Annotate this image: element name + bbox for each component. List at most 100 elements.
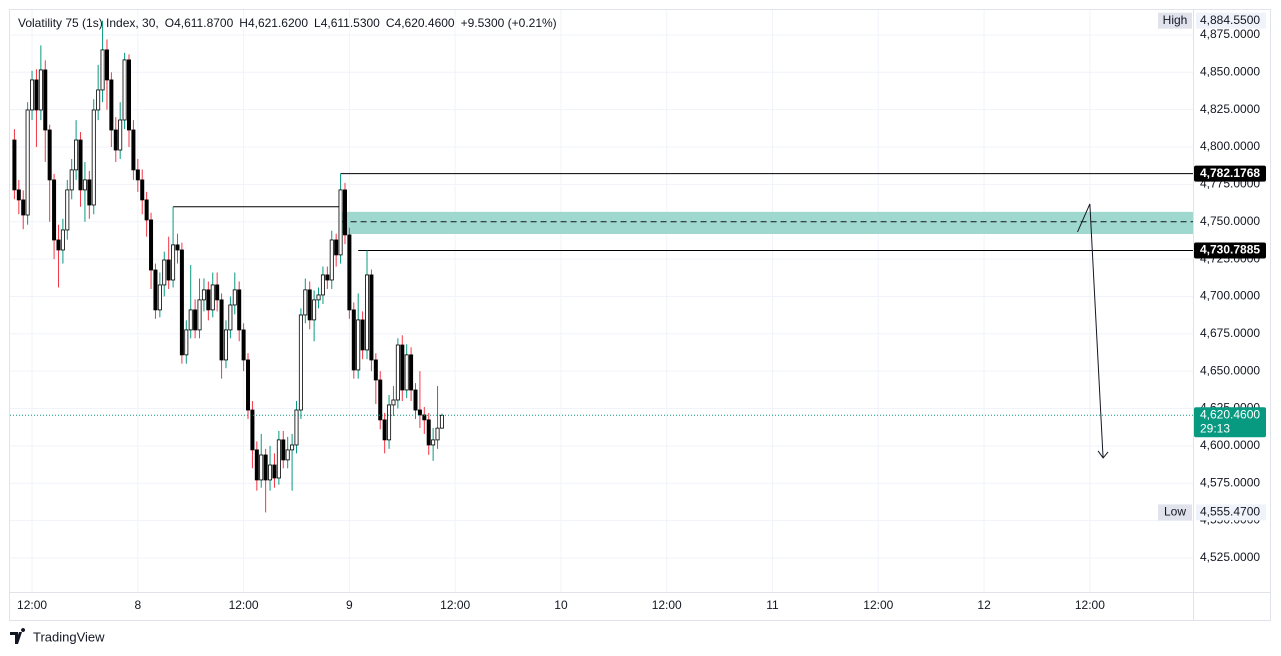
candle-body [12, 139, 17, 191]
candle-body [360, 319, 365, 351]
candle-body [219, 299, 224, 361]
tag-text: 4,782.1768 [1200, 166, 1260, 180]
candle-body [426, 419, 431, 446]
tag-box [1194, 165, 1266, 182]
candle-body [122, 59, 127, 121]
candle-body [347, 234, 352, 311]
candle-body [241, 329, 246, 361]
y-tick-label: 4,825.0000 [1200, 102, 1260, 116]
tag-box [1196, 12, 1266, 29]
x-tick-label: 12 [977, 598, 991, 612]
tag-label: High [1163, 13, 1188, 27]
candle-body [91, 109, 96, 206]
ohlc-prefix: O [165, 16, 174, 30]
candle-body [140, 179, 145, 201]
candle-body [47, 129, 52, 181]
ohlc-value: 4,611.5300 [321, 16, 380, 30]
candle-body [334, 239, 339, 256]
logo [10, 628, 26, 644]
tag-label-box [1158, 504, 1192, 521]
candle-body [338, 189, 343, 256]
candle-body [118, 119, 123, 151]
candle-body [312, 299, 317, 321]
candle-body [210, 284, 215, 311]
candle-body [179, 249, 184, 356]
candle-body [387, 404, 392, 441]
candle-body [109, 79, 114, 131]
candle-body [21, 199, 26, 216]
candle-body [369, 274, 374, 361]
y-tick-label: 4,800.0000 [1200, 139, 1260, 153]
candle-body [320, 274, 325, 296]
candle-body [404, 354, 409, 391]
y-tick-label: 4,875.0000 [1200, 27, 1260, 41]
x-tick-label: 10 [554, 598, 568, 612]
y-tick-label: 4,525.0000 [1200, 550, 1260, 564]
candle-body [307, 289, 312, 321]
candle-body [413, 389, 418, 411]
candle-body [82, 179, 87, 191]
x-tick-label: 12:00 [17, 598, 47, 612]
x-tick-label: 12:00 [863, 598, 893, 612]
candle-body [373, 359, 378, 381]
ohlc-prefix: H [239, 16, 248, 30]
candle-body [298, 314, 303, 411]
candle-body [439, 414, 444, 429]
y-tick-label: 4,700.0000 [1200, 289, 1260, 303]
candle-body [400, 344, 405, 391]
x-tick-label: 12:00 [1075, 598, 1105, 612]
tag-box [1194, 242, 1266, 259]
ohlc-prefix: L [314, 16, 321, 30]
tag-box [1194, 407, 1266, 438]
candle-body [69, 169, 74, 191]
candle-body [232, 289, 237, 306]
candle-body [127, 59, 132, 131]
candle-body [197, 299, 202, 331]
candle-body [166, 259, 171, 281]
candle-body [215, 284, 220, 301]
candle-body [281, 439, 286, 461]
ohlc-value: 4,621.6200 [248, 16, 308, 30]
candle-body [60, 229, 65, 251]
x-tick-label: 12:00 [440, 598, 470, 612]
x-tick-label: 9 [346, 598, 353, 612]
candle-body [87, 179, 92, 206]
tag-text: 4,555.4700 [1200, 505, 1260, 519]
candle-body [325, 274, 330, 281]
candle-body [96, 89, 101, 111]
candle-body [135, 169, 140, 181]
candle-body [162, 259, 167, 286]
candle-body [34, 79, 39, 111]
x-tick-label: 11 [766, 598, 779, 612]
candle-body [38, 69, 43, 111]
candle-body [52, 179, 57, 241]
candle-body [303, 289, 308, 316]
candle-body [153, 269, 158, 311]
y-tick-label: 4,750.0000 [1200, 214, 1260, 228]
candle-body [395, 344, 400, 401]
candle-body [43, 69, 48, 131]
candle-body [228, 304, 233, 331]
tag-text: 4,884.5500 [1200, 13, 1260, 27]
candle-body [206, 289, 211, 311]
candle-body [113, 129, 118, 151]
change: +9.5300 (+0.21%) [461, 16, 557, 30]
candle-body [268, 464, 273, 481]
y-tick-label: 4,675.0000 [1200, 326, 1260, 340]
candle-body [382, 419, 387, 441]
candle-body [100, 49, 105, 91]
candle-body [175, 244, 180, 251]
candle-body [250, 409, 255, 451]
candle-body [391, 399, 396, 406]
candle-body [184, 329, 189, 356]
candle-body [378, 379, 383, 421]
brand[interactable]: TradingView [33, 629, 105, 644]
candle-body [16, 189, 21, 201]
candle-body [74, 139, 79, 171]
tag-label: Low [1164, 505, 1186, 519]
tag-text: 4,620.4600 [1200, 407, 1260, 421]
arrow [1077, 203, 1104, 458]
candle-body [409, 354, 414, 391]
candle-body [25, 109, 30, 216]
symbol-title: Volatility 75 (1s) Index, 30, [18, 16, 159, 30]
